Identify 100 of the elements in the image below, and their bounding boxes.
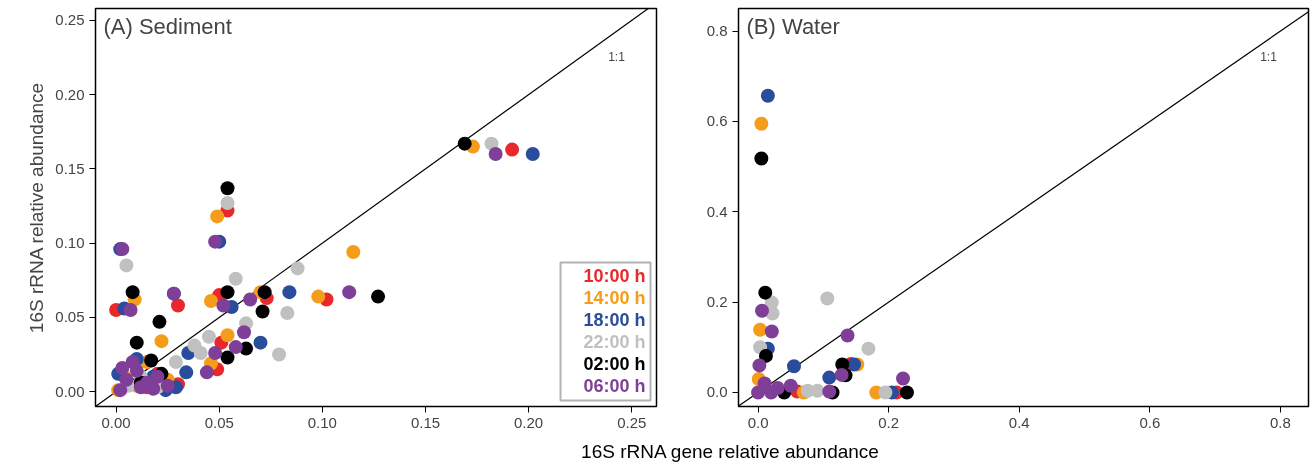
- y-tick-label: 0.25: [55, 11, 85, 29]
- y-tick-label: 0.05: [55, 308, 85, 326]
- y-tick-label: 0.0: [706, 383, 728, 401]
- point: [201, 329, 216, 344]
- point: [822, 370, 837, 385]
- y-tick-label: 0.2: [706, 293, 728, 311]
- point: [505, 142, 520, 157]
- y-tick-label: 0.4: [706, 202, 728, 220]
- point: [755, 303, 770, 318]
- y-axis-title: 16S rRNA relative abundance: [26, 82, 48, 334]
- point: [208, 346, 223, 361]
- point: [758, 285, 773, 300]
- point: [764, 385, 779, 400]
- point: [228, 271, 243, 286]
- point: [840, 328, 855, 343]
- point: [754, 116, 769, 131]
- point: [861, 341, 876, 356]
- point: [764, 324, 779, 339]
- point: [899, 385, 914, 400]
- point: [208, 234, 223, 249]
- x-tick-label: 0.10: [307, 413, 337, 431]
- point: [290, 261, 305, 276]
- y-tick-label: 0.8: [706, 22, 728, 40]
- point: [810, 383, 825, 398]
- point: [199, 365, 214, 380]
- point: [146, 381, 161, 396]
- x-tick-label: 0.4: [1008, 413, 1030, 431]
- point: [255, 304, 270, 319]
- point: [129, 335, 144, 350]
- point: [758, 348, 773, 363]
- text: 06:00 h: [583, 375, 646, 396]
- point: [760, 88, 775, 103]
- point: [488, 147, 503, 162]
- point: [280, 305, 295, 320]
- point: [216, 298, 231, 313]
- point: [787, 359, 801, 374]
- point: [228, 340, 243, 355]
- point: [171, 298, 185, 313]
- point: [311, 289, 326, 304]
- point: [457, 136, 472, 151]
- chart-title: (A) Sediment: [103, 13, 232, 39]
- x-tick-label: 0.00: [101, 413, 131, 431]
- annotation: 1:1: [608, 49, 626, 64]
- point: [282, 285, 297, 300]
- point: [154, 334, 169, 349]
- point: [220, 196, 235, 211]
- annotation: 1:1: [1260, 49, 1278, 64]
- x-tick-label: 0.20: [514, 413, 544, 431]
- point: [371, 289, 386, 304]
- y-tick-label: 0.20: [55, 85, 85, 103]
- point: [342, 285, 357, 300]
- point: [752, 358, 767, 373]
- y-tick-label: 0.6: [706, 112, 728, 130]
- text: 10:00 h: [583, 265, 646, 286]
- point: [272, 347, 287, 362]
- text: 18:00 h: [583, 309, 646, 330]
- text: 02:00 h: [583, 353, 646, 374]
- point: [751, 385, 766, 400]
- text: 14:00 h: [583, 287, 646, 308]
- x-tick-label: 0.05: [204, 413, 234, 431]
- point: [125, 285, 140, 300]
- x-tick-label: 0.0: [747, 413, 769, 431]
- point: [210, 209, 225, 224]
- point: [220, 328, 235, 343]
- point: [220, 181, 235, 196]
- point: [237, 325, 251, 340]
- x-tick-label: 0.15: [410, 413, 441, 431]
- point: [152, 314, 167, 329]
- point: [168, 354, 183, 369]
- point: [220, 285, 235, 300]
- x-tick-label: 0.8: [1270, 413, 1291, 431]
- point: [133, 380, 148, 395]
- point: [257, 285, 272, 300]
- point: [204, 294, 218, 309]
- chart-title: (B) Water: [746, 13, 840, 39]
- x-tick-label: 0.6: [1139, 413, 1161, 431]
- point: [220, 350, 235, 365]
- point: [525, 147, 540, 162]
- point: [243, 292, 258, 307]
- point: [193, 346, 208, 361]
- y-tick-label: 0.00: [55, 382, 85, 400]
- point: [160, 378, 175, 393]
- point: [783, 378, 798, 393]
- point: [125, 354, 140, 369]
- point: [820, 291, 835, 306]
- point: [123, 302, 138, 317]
- point: [754, 151, 769, 166]
- point: [119, 258, 134, 273]
- y-tick-label: 0.10: [55, 234, 85, 252]
- point: [253, 335, 268, 350]
- point: [346, 245, 361, 260]
- x-axis-title: 16S rRNA gene relative abundance: [581, 440, 879, 464]
- x-tick-label: 0.2: [878, 413, 900, 431]
- point: [144, 353, 159, 368]
- point: [115, 360, 130, 375]
- point: [878, 385, 893, 400]
- x-tick-label: 0.25: [617, 413, 647, 431]
- point: [896, 371, 911, 386]
- point: [834, 367, 849, 382]
- y-tick-label: 0.15: [55, 159, 85, 177]
